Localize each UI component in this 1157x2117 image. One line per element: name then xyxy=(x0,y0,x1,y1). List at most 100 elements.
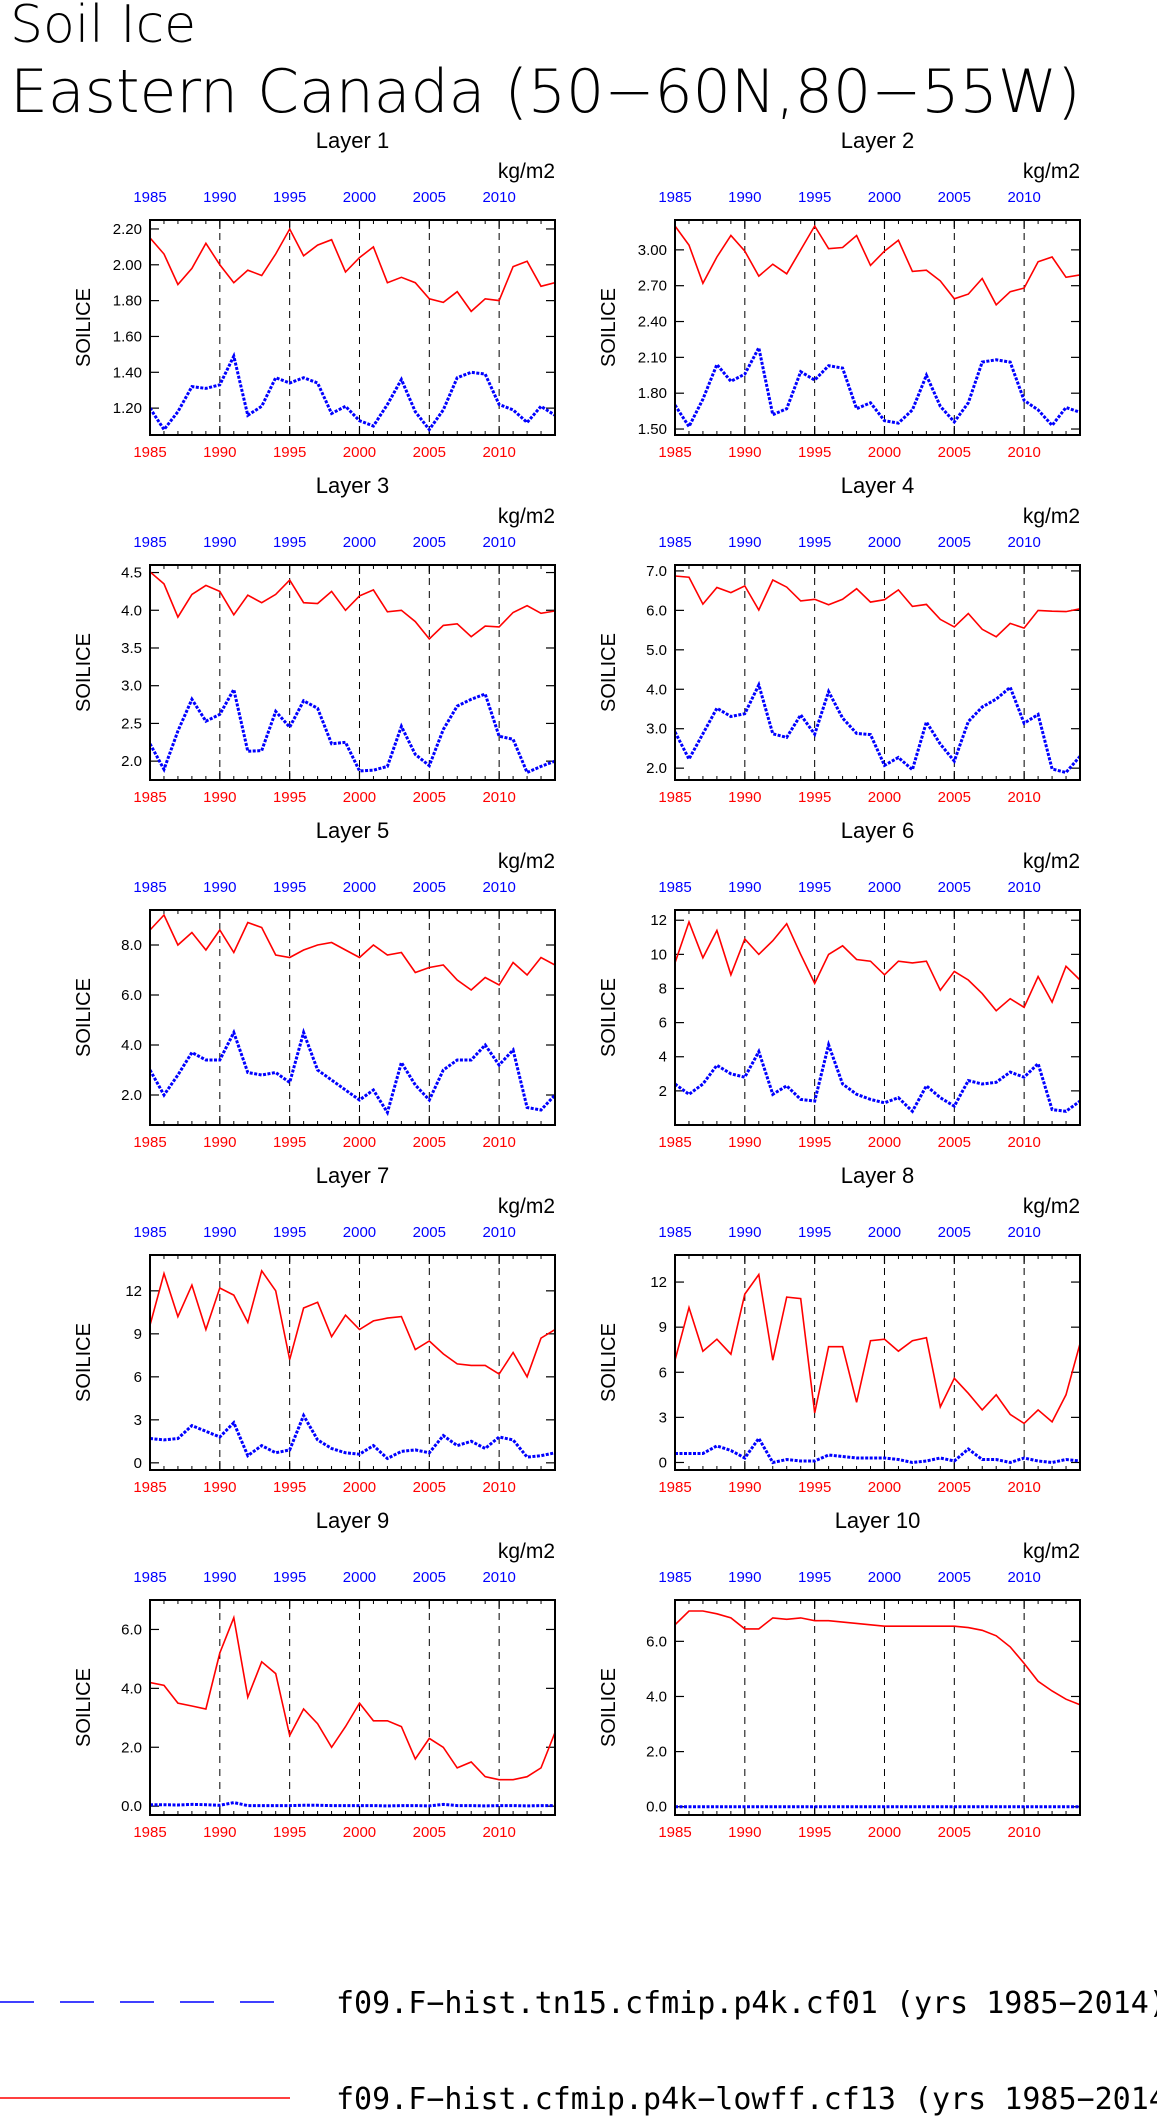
x-tick-label-top: 1985 xyxy=(658,1569,691,1586)
x-tick-label-bottom: 1995 xyxy=(798,1134,831,1151)
x-tick-label-top: 1990 xyxy=(728,189,761,206)
y-tick-label: 4.0 xyxy=(646,681,667,698)
x-tick-label-bottom: 1995 xyxy=(798,789,831,806)
x-tick-label-bottom: 1990 xyxy=(203,1479,236,1496)
panel-title: Layer 8 xyxy=(841,1163,914,1188)
y-axis-label: SOILICE xyxy=(73,1668,95,1747)
series-red-line xyxy=(675,1272,1080,1425)
panel-title: Layer 5 xyxy=(316,818,389,843)
x-tick-label-bottom: 2000 xyxy=(868,789,901,806)
y-axis-label: SOILICE xyxy=(73,1323,95,1402)
x-tick-label-bottom: 2000 xyxy=(343,1134,376,1151)
y-axis-label: SOILICE xyxy=(598,978,620,1057)
x-tick-label-bottom: 1990 xyxy=(203,1824,236,1841)
series-blue-line xyxy=(150,1412,555,1461)
y-axis-label: SOILICE xyxy=(598,1323,620,1402)
x-tick-label-bottom: 2010 xyxy=(482,789,515,806)
y-tick-label: 6.0 xyxy=(121,1621,142,1638)
x-tick-label-top: 2010 xyxy=(482,189,515,206)
y-tick-label: 2.20 xyxy=(113,221,142,238)
x-tick-label-bottom: 1985 xyxy=(658,444,691,461)
y-tick-label: 9 xyxy=(134,1326,142,1343)
panel-title: Layer 7 xyxy=(316,1163,389,1188)
x-tick-label-top: 1985 xyxy=(658,1224,691,1241)
x-tick-label-bottom: 1995 xyxy=(798,1479,831,1496)
series-red-line xyxy=(150,1268,555,1379)
panel-unit: kg/m2 xyxy=(498,1540,555,1563)
series-blue-line xyxy=(150,351,555,433)
x-tick-label-bottom: 2010 xyxy=(1007,1134,1040,1151)
x-tick-label-top: 1990 xyxy=(203,1224,236,1241)
x-tick-label-top: 2000 xyxy=(343,189,376,206)
y-tick-label: 6.0 xyxy=(646,602,667,619)
y-tick-label: 6 xyxy=(659,1364,667,1381)
x-tick-label-bottom: 2005 xyxy=(938,1479,971,1496)
x-tick-label-top: 2000 xyxy=(343,1569,376,1586)
x-tick-label-top: 1985 xyxy=(133,1569,166,1586)
plot-frame xyxy=(149,564,556,781)
y-tick-label: 4.5 xyxy=(121,565,142,582)
x-tick-label-top: 2010 xyxy=(1007,189,1040,206)
x-tick-label-bottom: 2000 xyxy=(343,1824,376,1841)
y-axis-label: SOILICE xyxy=(598,633,620,712)
chart-panel-7: Layer 7 kg/m2 SOILICE 1985 1985 1990 1990 1995 1… xyxy=(73,1163,556,1496)
y-axis-label: SOILICE xyxy=(73,633,95,712)
x-tick-label-bottom: 2000 xyxy=(868,1824,901,1841)
panel-unit: kg/m2 xyxy=(1023,505,1080,528)
x-tick-label-top: 2010 xyxy=(482,534,515,551)
x-tick-label-bottom: 1985 xyxy=(658,789,691,806)
x-tick-label-top: 2005 xyxy=(938,1569,971,1586)
panel-unit: kg/m2 xyxy=(498,1195,555,1218)
plot-frame xyxy=(674,909,1081,1126)
x-tick-label-top: 2005 xyxy=(413,879,446,896)
x-tick-label-bottom: 1985 xyxy=(133,1134,166,1151)
plot-frame xyxy=(674,564,1081,781)
x-tick-label-top: 1990 xyxy=(728,1569,761,1586)
series-red-line xyxy=(150,913,555,992)
x-tick-label-bottom: 2005 xyxy=(413,1134,446,1151)
x-tick-label-bottom: 1995 xyxy=(273,1479,306,1496)
x-tick-label-bottom: 2005 xyxy=(413,1479,446,1496)
x-tick-label-bottom: 2010 xyxy=(1007,1479,1040,1496)
figure-title-line2: Eastern Canada (50−60N,80−55W) xyxy=(10,57,1081,127)
series-blue-line xyxy=(150,685,555,775)
plot-frame xyxy=(149,1254,556,1471)
y-tick-label: 2.5 xyxy=(121,715,142,732)
x-tick-label-bottom: 2005 xyxy=(938,1824,971,1841)
x-tick-label-top: 1995 xyxy=(798,879,831,896)
x-tick-label-bottom: 1985 xyxy=(133,1479,166,1496)
x-tick-label-top: 1995 xyxy=(273,534,306,551)
x-tick-label-bottom: 2000 xyxy=(343,1479,376,1496)
x-tick-label-bottom: 1990 xyxy=(728,1134,761,1151)
x-tick-label-top: 1990 xyxy=(728,879,761,896)
y-tick-label: 3 xyxy=(659,1409,667,1426)
y-tick-label: 12 xyxy=(650,912,667,929)
panel-unit: kg/m2 xyxy=(1023,850,1080,873)
x-tick-label-bottom: 2010 xyxy=(482,444,515,461)
chart-panel-5: Layer 5 kg/m2 SOILICE 1985 1985 1990 1990 1995 1… xyxy=(73,818,556,1151)
y-tick-label: 9 xyxy=(659,1319,667,1336)
panel-title: Layer 3 xyxy=(316,473,389,498)
x-tick-label-top: 2010 xyxy=(482,1569,515,1586)
x-tick-label-top: 2005 xyxy=(938,189,971,206)
x-tick-label-top: 1990 xyxy=(203,1569,236,1586)
x-tick-label-top: 2000 xyxy=(868,534,901,551)
chart-panel-8: Layer 8 kg/m2 SOILICE 1985 1985 1990 1990 1995 1… xyxy=(598,1163,1081,1496)
x-tick-label-bottom: 2000 xyxy=(868,1479,901,1496)
y-tick-label: 1.20 xyxy=(113,400,142,417)
x-tick-label-bottom: 1985 xyxy=(658,1134,691,1151)
chart-panel-2: Layer 2 kg/m2 SOILICE 1985 1985 1990 1990 1995 1… xyxy=(598,128,1081,461)
x-tick-label-bottom: 1985 xyxy=(658,1479,691,1496)
plot-frame xyxy=(149,1599,556,1816)
figure-title-line1: Soil Ice xyxy=(10,0,196,55)
panel-title: Layer 1 xyxy=(316,128,389,153)
x-tick-label-top: 1995 xyxy=(273,879,306,896)
x-tick-label-bottom: 2000 xyxy=(868,444,901,461)
x-tick-label-top: 1995 xyxy=(798,1569,831,1586)
x-tick-label-top: 2005 xyxy=(413,1224,446,1241)
x-tick-label-top: 2000 xyxy=(868,1569,901,1586)
x-tick-label-top: 2010 xyxy=(1007,1224,1040,1241)
x-tick-label-top: 2010 xyxy=(1007,1569,1040,1586)
y-tick-label: 8 xyxy=(659,980,667,997)
